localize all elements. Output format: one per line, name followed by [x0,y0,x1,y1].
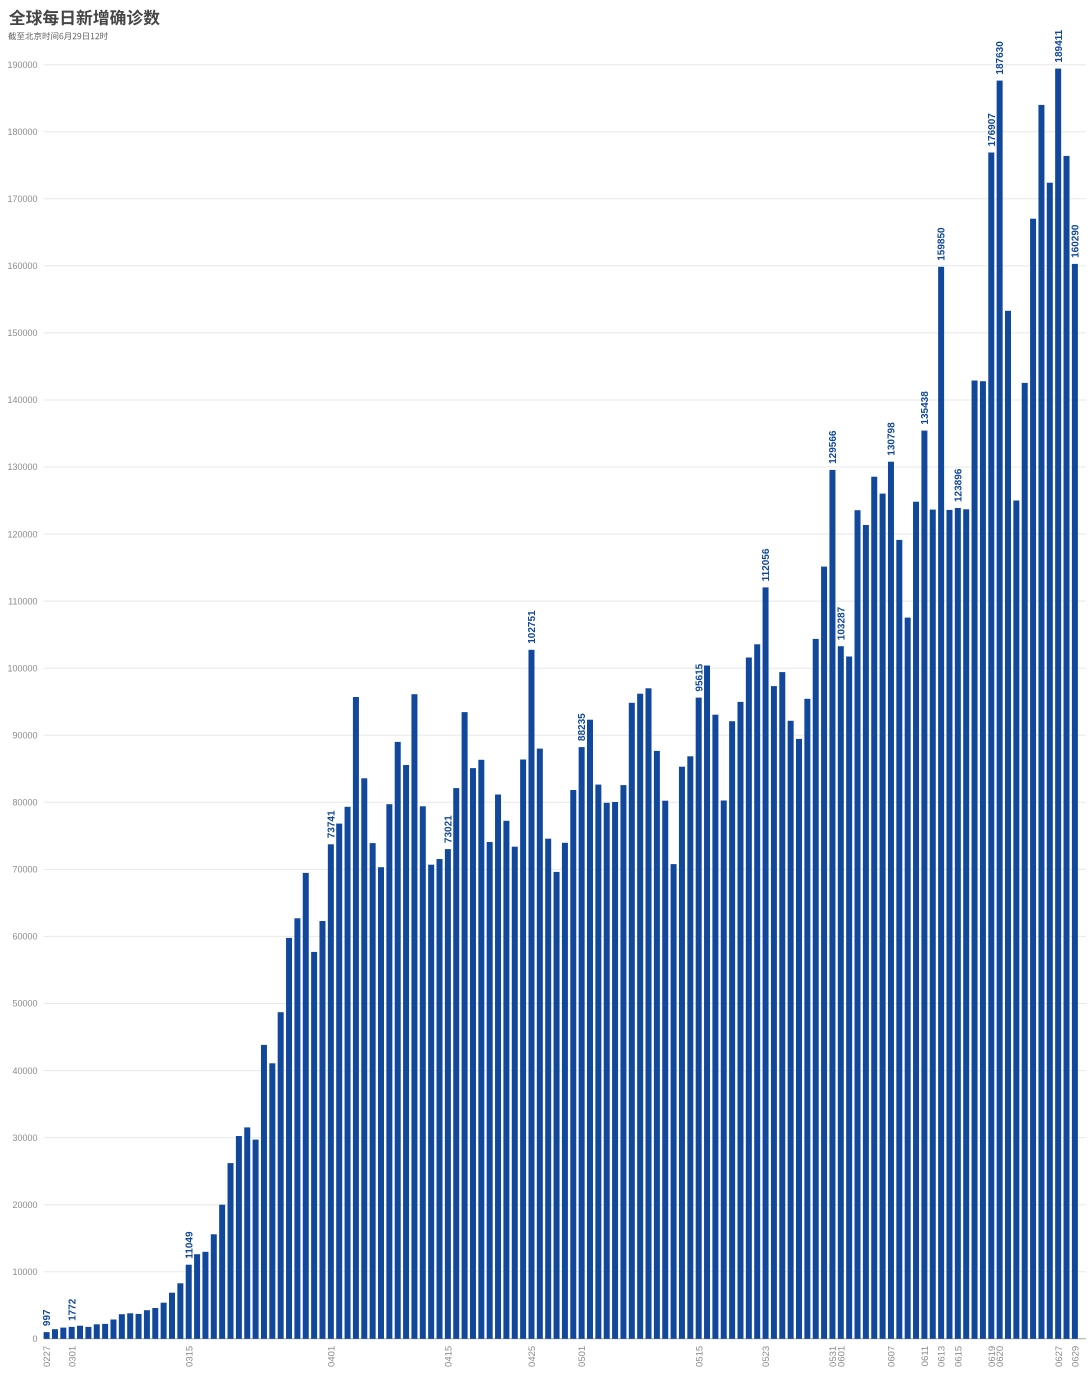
svg-text:0615: 0615 [953,1346,964,1367]
svg-text:130798: 130798 [887,422,898,456]
svg-text:160000: 160000 [7,261,37,271]
svg-text:997: 997 [42,1309,53,1326]
svg-text:0531: 0531 [828,1346,839,1367]
svg-text:0629: 0629 [1070,1346,1081,1367]
svg-text:123896: 123896 [953,468,964,502]
svg-text:0: 0 [32,1334,37,1344]
svg-text:187630: 187630 [995,41,1006,75]
svg-text:0301: 0301 [67,1346,78,1367]
svg-text:0601: 0601 [836,1346,847,1367]
svg-text:190000: 190000 [7,60,37,70]
svg-text:40000: 40000 [12,1066,37,1076]
svg-text:20000: 20000 [12,1200,37,1210]
svg-text:0607: 0607 [887,1346,898,1367]
svg-text:0501: 0501 [577,1346,588,1367]
svg-text:150000: 150000 [7,328,37,338]
svg-text:0401: 0401 [326,1346,337,1367]
svg-text:95615: 95615 [694,663,705,691]
svg-text:70000: 70000 [12,865,37,875]
svg-text:0227: 0227 [42,1346,53,1367]
svg-text:30000: 30000 [12,1133,37,1143]
svg-text:73021: 73021 [443,815,454,843]
svg-text:0627: 0627 [1054,1346,1065,1367]
svg-text:0425: 0425 [527,1346,538,1367]
svg-text:0415: 0415 [443,1346,454,1367]
svg-text:176907: 176907 [987,113,998,147]
svg-text:129566: 129566 [828,430,839,464]
svg-text:102751: 102751 [527,610,538,644]
svg-text:90000: 90000 [12,731,37,741]
svg-text:73741: 73741 [326,810,337,838]
svg-text:0523: 0523 [761,1346,772,1367]
svg-text:110000: 110000 [8,596,37,606]
svg-text:0620: 0620 [995,1346,1006,1367]
svg-text:112056: 112056 [761,548,772,581]
svg-text:120000: 120000 [7,529,37,539]
svg-text:1772: 1772 [67,1298,78,1321]
svg-text:159850: 159850 [937,227,948,261]
svg-text:189411: 189411 [1054,29,1065,62]
svg-text:160290: 160290 [1070,224,1081,258]
svg-text:10000: 10000 [12,1267,37,1277]
svg-text:0619: 0619 [987,1346,998,1367]
svg-text:11049: 11049 [184,1231,195,1259]
svg-text:88235: 88235 [577,713,588,741]
svg-text:50000: 50000 [12,999,37,1009]
svg-text:180000: 180000 [7,127,37,137]
svg-text:0611: 0611 [920,1346,931,1366]
svg-text:80000: 80000 [12,798,37,808]
svg-text:130000: 130000 [7,462,37,472]
svg-text:170000: 170000 [7,194,37,204]
svg-text:0613: 0613 [937,1346,948,1367]
svg-text:103287: 103287 [836,606,847,640]
svg-text:140000: 140000 [7,395,37,405]
svg-text:0515: 0515 [694,1346,705,1367]
svg-text:135438: 135438 [920,391,931,425]
svg-text:100000: 100000 [7,663,37,673]
svg-text:60000: 60000 [12,932,37,942]
svg-text:0315: 0315 [184,1346,195,1367]
